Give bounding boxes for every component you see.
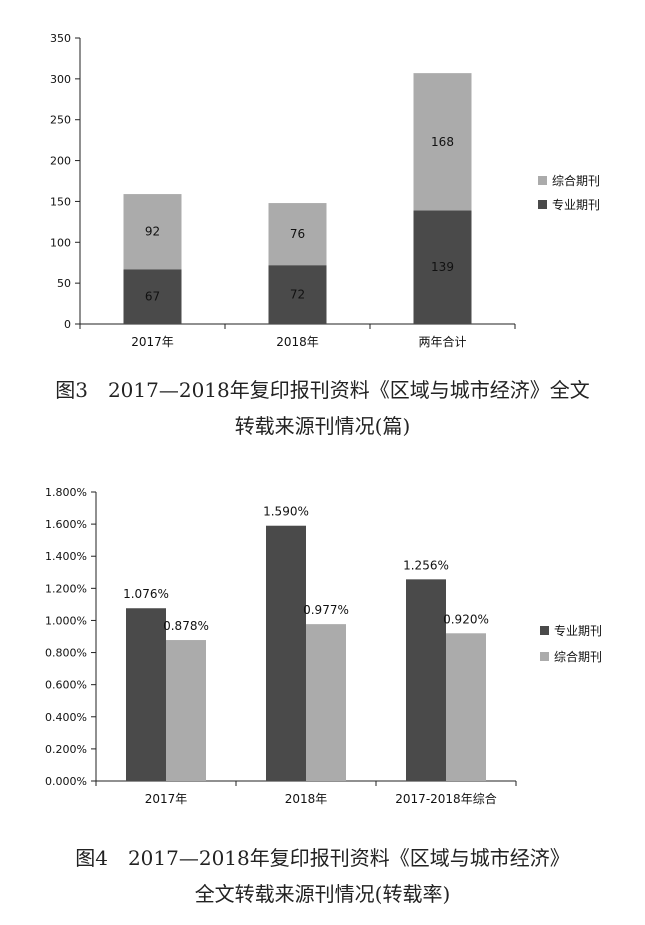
fig4-y-tick-label: 0.200% <box>45 743 87 756</box>
fig3-y-tick-label: 200 <box>50 155 71 168</box>
fig3-data-label: 76 <box>290 227 305 241</box>
figure-3-caption-line-1: 图3 2017—2018年复印报刊资料《区域与城市经济》全文 <box>55 378 590 402</box>
figure-4-caption-line-1: 图4 2017—2018年复印报刊资料《区域与城市经济》 <box>75 846 570 870</box>
figure-4-caption: 图4 2017—2018年复印报刊资料《区域与城市经济》 全文转载来源刊情况(转… <box>0 840 645 912</box>
figure-3-caption-line-2: 转载来源刊情况(篇) <box>234 414 411 438</box>
fig3-category-label: 2017年 <box>131 335 174 349</box>
fig3-legend-label: 专业期刊 <box>552 197 600 212</box>
fig3-y-tick-label: 300 <box>50 73 71 86</box>
fig3-bar <box>413 210 472 324</box>
fig4-y-tick-label: 0.000% <box>45 775 87 788</box>
fig4-category-label: 2017年 <box>145 792 188 806</box>
fig3-legend-swatch <box>538 200 547 209</box>
fig3-data-label: 67 <box>145 290 160 304</box>
fig4-y-tick-label: 1.000% <box>45 614 87 627</box>
fig3-data-label: 92 <box>145 225 160 239</box>
fig3-data-label: 72 <box>290 288 305 302</box>
fig4-category-label: 2017-2018年综合 <box>395 791 496 806</box>
fig4-bar <box>406 579 446 781</box>
fig4-legend-swatch <box>540 626 549 635</box>
figure-3-svg: 0 50 100 150 200 250 300 350 2017年 2018年 两年合计 67 92 7… <box>50 32 600 349</box>
fig4-y-tick-label: 0.600% <box>45 679 87 692</box>
fig3-y-tick-label: 100 <box>50 236 71 249</box>
fig3-y-tick-label: 50 <box>57 277 71 290</box>
fig4-data-label: 1.256% <box>403 558 449 572</box>
fig4-bar <box>446 633 486 781</box>
fig4-bar <box>166 640 206 781</box>
fig4-y-tick-label: 0.800% <box>45 647 87 660</box>
fig4-bar <box>126 608 166 781</box>
fig3-bar <box>268 203 327 266</box>
fig4-y-tick-label: 1.400% <box>45 550 87 563</box>
fig4-legend-label: 综合期刊 <box>554 649 602 664</box>
fig4-data-label: 0.920% <box>443 612 489 626</box>
fig4-data-label: 1.076% <box>123 587 169 601</box>
fig4-y-tick-label: 0.400% <box>45 711 87 724</box>
figure-3-caption: 图3 2017—2018年复印报刊资料《区域与城市经济》全文 转载来源刊情况(篇… <box>0 372 645 444</box>
figure-4-chart: 0.000% 0.200% 0.400% 0.600% 0.800% 1.000% 1.20… <box>0 474 645 819</box>
fig4-bar <box>266 525 306 781</box>
figure-3-chart: 0 50 100 150 200 250 300 350 2017年 2018年 两年合计 67 92 7… <box>0 18 645 363</box>
fig3-data-label: 168 <box>431 135 454 149</box>
fig4-y-tick-label: 1.200% <box>45 582 87 595</box>
fig4-data-label: 0.878% <box>163 619 209 633</box>
fig4-data-label: 1.590% <box>263 505 309 519</box>
fig3-y-tick-label: 250 <box>50 114 71 127</box>
fig3-legend-swatch <box>538 176 547 185</box>
fig4-y-tick-label: 1.600% <box>45 518 87 531</box>
fig3-bar <box>123 269 182 324</box>
fig3-bar <box>123 194 182 270</box>
fig4-bar <box>306 624 346 781</box>
figure-4-caption-line-2: 全文转载来源刊情况(转载率) <box>194 882 451 906</box>
fig3-category-label: 两年合计 <box>418 334 466 349</box>
fig3-bar <box>413 73 472 211</box>
fig4-legend-swatch <box>540 652 549 661</box>
fig3-legend-label: 综合期刊 <box>552 173 600 188</box>
figure-4-svg: 0.000% 0.200% 0.400% 0.600% 0.800% 1.000% 1.20… <box>45 486 602 806</box>
fig4-y-tick-label: 1.800% <box>45 486 87 499</box>
fig4-legend-label: 专业期刊 <box>554 623 602 638</box>
fig3-y-tick-label: 350 <box>50 32 71 45</box>
fig3-data-label: 139 <box>431 260 454 274</box>
fig4-data-label: 0.977% <box>303 603 349 617</box>
fig3-y-tick-label: 150 <box>50 195 71 208</box>
fig3-category-label: 2018年 <box>276 335 319 349</box>
fig4-category-label: 2018年 <box>285 792 328 806</box>
fig3-bar <box>268 265 327 324</box>
fig3-y-tick-label: 0 <box>64 318 71 331</box>
